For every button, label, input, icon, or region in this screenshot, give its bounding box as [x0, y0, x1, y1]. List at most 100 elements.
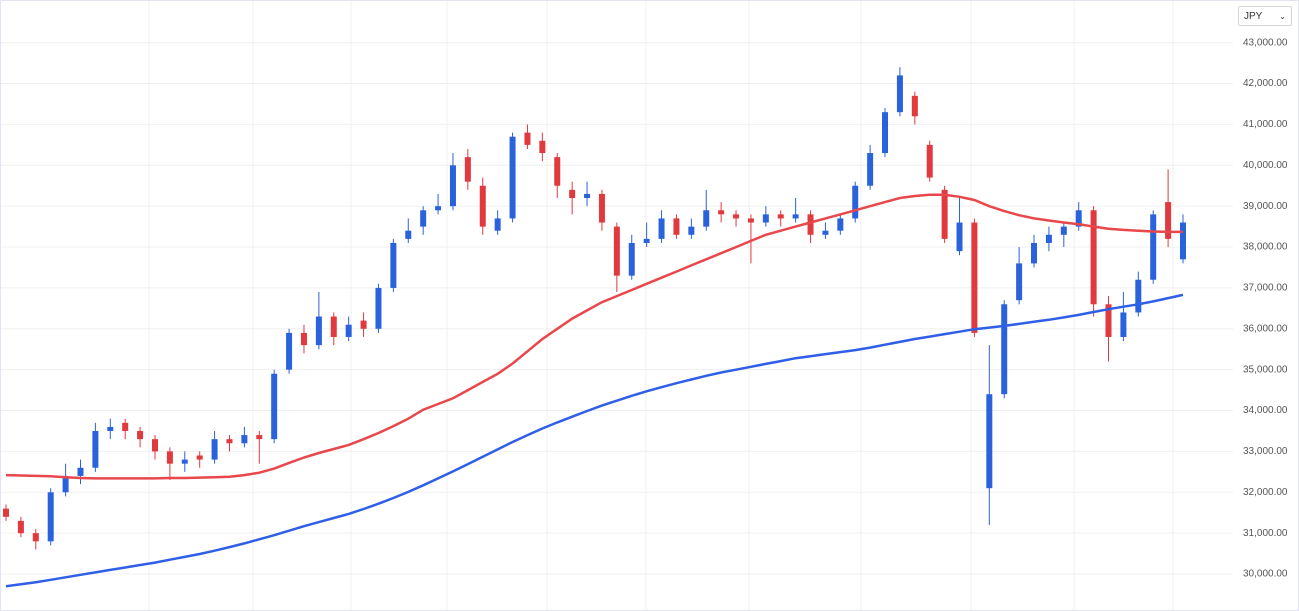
- candle-body: [166, 451, 173, 464]
- y-tick-label: 42,000.00: [1243, 78, 1288, 89]
- candle-body: [822, 230, 829, 235]
- candle-body: [882, 112, 889, 154]
- candle-body: [107, 426, 114, 431]
- candle-body: [62, 475, 69, 493]
- candle-body: [837, 218, 844, 231]
- candle-body: [196, 455, 203, 460]
- candle-body: [92, 430, 99, 468]
- y-tick-label: 37,000.00: [1243, 283, 1288, 294]
- candle-body: [479, 185, 486, 227]
- candle-body: [777, 214, 784, 219]
- candle-body: [330, 316, 337, 337]
- candle-body: [569, 189, 576, 199]
- currency-label: JPY: [1244, 10, 1263, 22]
- y-tick-label: 31,000.00: [1243, 528, 1288, 539]
- y-tick-label: 34,000.00: [1243, 405, 1288, 416]
- candle-body: [613, 226, 620, 276]
- candle-body: [1165, 202, 1172, 239]
- candle-body: [956, 222, 963, 252]
- candle-body: [509, 136, 516, 219]
- y-tick-label: 33,000.00: [1243, 446, 1288, 457]
- candle-body: [226, 439, 233, 444]
- candle-body: [926, 144, 933, 178]
- candle-body: [315, 316, 322, 346]
- candle-body: [1180, 222, 1186, 260]
- candle-body: [122, 422, 129, 431]
- candle-body: [1090, 210, 1097, 305]
- candle-body: [554, 157, 561, 186]
- candle-body: [986, 394, 993, 489]
- candle-body: [464, 157, 471, 182]
- candle-body: [494, 218, 501, 231]
- candle-body: [747, 218, 754, 223]
- candle-body: [256, 435, 263, 440]
- candle-body: [807, 214, 814, 235]
- candle-body: [673, 218, 680, 235]
- candle-body: [435, 206, 442, 211]
- candle-body: [584, 193, 591, 199]
- candle-body: [718, 210, 725, 215]
- candle-body: [1135, 279, 1142, 313]
- candle-body: [867, 153, 874, 186]
- candle-body: [405, 230, 412, 239]
- candle-body: [1031, 242, 1038, 264]
- candle-body: [1105, 304, 1112, 337]
- y-tick-label: 43,000.00: [1243, 37, 1288, 48]
- candle-body: [137, 430, 144, 440]
- candle-body: [300, 332, 307, 346]
- y-tick-label: 38,000.00: [1243, 242, 1288, 253]
- candle-body: [1016, 263, 1023, 301]
- candle-body: [211, 439, 218, 460]
- candle-body: [628, 242, 635, 276]
- candle-body: [852, 185, 859, 219]
- y-tick-label: 30,000.00: [1243, 569, 1288, 580]
- candle-body: [181, 459, 188, 464]
- y-tick-label: 40,000.00: [1243, 160, 1288, 171]
- candle-body: [241, 435, 248, 444]
- candle-body: [271, 373, 278, 440]
- candle-body: [17, 520, 24, 534]
- candle-body: [1045, 234, 1052, 243]
- y-tick-label: 36,000.00: [1243, 323, 1288, 334]
- currency-select[interactable]: JPY ⌄: [1238, 6, 1292, 26]
- candle-body: [1060, 226, 1067, 235]
- candle-body: [375, 287, 382, 329]
- candle-body: [896, 75, 903, 113]
- y-tick-label: 32,000.00: [1243, 487, 1288, 498]
- moving-average-line: [5, 193, 1183, 480]
- candle-body: [390, 242, 397, 288]
- candle-body: [1075, 210, 1082, 227]
- y-tick-label: 41,000.00: [1243, 119, 1288, 130]
- candle-body: [539, 140, 546, 154]
- candle-body: [941, 189, 948, 239]
- candle-body: [151, 439, 158, 452]
- candle-body: [1150, 214, 1157, 280]
- candle-body: [345, 324, 352, 337]
- candle-body: [47, 492, 54, 542]
- candle-body: [911, 95, 918, 117]
- candle-body: [1001, 304, 1008, 395]
- candle-body: [286, 332, 293, 370]
- y-tick-label: 35,000.00: [1243, 364, 1288, 375]
- candle-body: [598, 193, 605, 223]
- candle-body: [524, 132, 531, 145]
- candle-body: [420, 210, 427, 227]
- candle-body: [449, 165, 456, 207]
- candle-body: [688, 226, 695, 235]
- candle-body: [971, 222, 978, 333]
- candle-body: [733, 214, 740, 219]
- candle-body: [792, 214, 799, 219]
- candle-body: [360, 320, 367, 329]
- dropdown-caret: ⌄: [1279, 11, 1286, 21]
- candle-body: [32, 533, 39, 542]
- y-tick-label: 39,000.00: [1243, 201, 1288, 212]
- candle-body: [762, 214, 769, 223]
- candle-body: [643, 238, 650, 243]
- candle-body: [1120, 312, 1127, 337]
- moving-average-line: [5, 293, 1184, 588]
- candle-body: [3, 508, 9, 517]
- candle-body: [77, 467, 84, 476]
- candle-body: [658, 218, 665, 239]
